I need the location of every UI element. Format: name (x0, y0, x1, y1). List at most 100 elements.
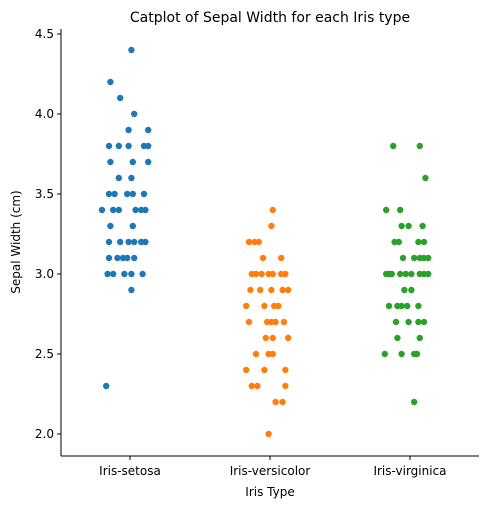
data-point (425, 254, 432, 262)
data-point (416, 334, 423, 342)
data-point (117, 94, 124, 102)
data-point (243, 302, 250, 310)
data-point (110, 206, 117, 214)
data-point (145, 158, 152, 166)
data-point (399, 254, 407, 262)
data-point (105, 238, 113, 246)
data-point (402, 270, 409, 278)
data-point (388, 270, 395, 278)
data-point (272, 318, 279, 326)
data-point (282, 382, 289, 390)
data-point (129, 222, 136, 230)
data-point (419, 222, 426, 230)
data-point (259, 254, 267, 262)
data-point (397, 206, 404, 214)
data-point (115, 206, 123, 214)
data-point (282, 270, 289, 278)
data-point (98, 206, 106, 214)
data-point (248, 382, 255, 390)
data-point (405, 318, 412, 326)
chart-title: Catplot of Sepal Width for each Iris typ… (130, 10, 410, 26)
data-point (422, 174, 429, 182)
data-point (129, 158, 136, 166)
data-point (261, 366, 268, 374)
data-point (278, 254, 285, 262)
data-point (265, 430, 272, 438)
data-point (131, 238, 138, 246)
data-point (390, 142, 397, 150)
data-point (252, 350, 260, 358)
data-point (121, 270, 128, 278)
data-point (245, 238, 253, 246)
data-point (124, 254, 131, 262)
data-point (243, 366, 250, 374)
data-point (128, 174, 135, 182)
y-tick-label: 2.0 (35, 427, 54, 441)
data-point (268, 222, 275, 230)
data-point (397, 270, 404, 278)
data-point (257, 286, 264, 294)
data-points (98, 46, 432, 438)
data-point (415, 302, 422, 310)
data-point (252, 270, 260, 278)
data-point (247, 286, 254, 294)
x-axis-label: Iris Type (245, 485, 294, 499)
data-point (129, 190, 136, 198)
data-point (279, 286, 286, 294)
data-point (107, 158, 114, 166)
data-point (394, 334, 401, 342)
data-point (408, 270, 415, 278)
data-point (128, 270, 135, 278)
data-point (125, 126, 132, 134)
data-point (115, 174, 123, 182)
data-point (411, 254, 418, 262)
data-point (269, 270, 276, 278)
y-tick-label: 3.5 (35, 187, 54, 201)
data-point (420, 318, 428, 326)
data-point (114, 254, 121, 262)
data-point (408, 286, 415, 294)
data-point (128, 286, 135, 294)
data-point (104, 270, 111, 278)
data-point (111, 190, 118, 198)
data-point (245, 318, 253, 326)
data-point (269, 206, 276, 214)
data-point (401, 286, 408, 294)
data-point (392, 318, 400, 326)
data-point (105, 142, 113, 150)
data-point (272, 398, 279, 406)
data-point (411, 398, 418, 406)
data-point (398, 350, 405, 358)
data-point (124, 190, 131, 198)
data-point (275, 302, 282, 310)
data-point (145, 142, 152, 150)
data-point (110, 270, 117, 278)
data-point (254, 382, 261, 390)
data-point (115, 142, 123, 150)
y-tick-label: 3.0 (35, 267, 54, 281)
data-point (269, 350, 276, 358)
data-point (145, 126, 152, 134)
data-point (125, 142, 132, 150)
data-point (398, 302, 405, 310)
y-tick-label: 2.5 (35, 347, 54, 361)
x-tick-label: Iris-versicolor (230, 464, 311, 478)
y-axis-ticks: 2.0 2.5 3.0 3.5 4.0 4.5 (35, 27, 61, 441)
data-point (105, 254, 113, 262)
data-point (420, 238, 428, 246)
data-point (415, 318, 422, 326)
data-point (125, 238, 132, 246)
data-point (107, 78, 114, 86)
data-point (132, 206, 139, 214)
data-point (107, 222, 114, 230)
data-point (381, 350, 388, 358)
data-point (140, 190, 148, 198)
data-point (269, 334, 276, 342)
data-point (385, 302, 393, 310)
data-point (395, 238, 402, 246)
data-point (285, 334, 292, 342)
data-point (142, 238, 149, 246)
data-point (416, 142, 423, 150)
data-point (131, 254, 138, 262)
